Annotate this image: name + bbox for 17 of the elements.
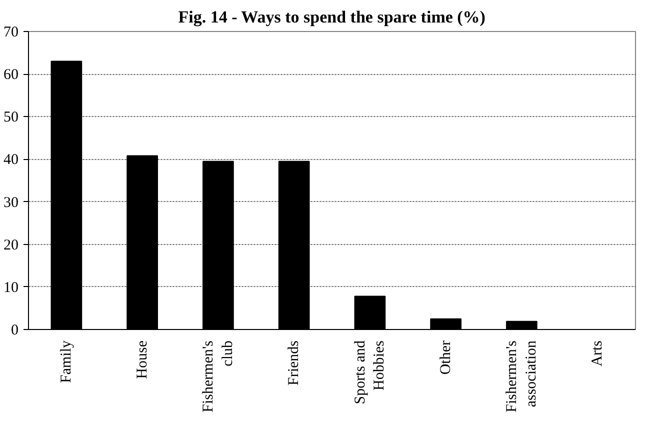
y-tick-label: 10: [4, 280, 18, 296]
x-tick-label: Sports and Hobbies: [352, 340, 388, 404]
y-tick-label: 50: [4, 110, 18, 126]
y-tick-label: 0: [11, 322, 18, 338]
x-tick-label: Fishermen's association: [504, 340, 540, 412]
x-tick-label: Family: [58, 340, 74, 383]
chart-title: Fig. 14 - Ways to spend the spare time (%): [178, 8, 486, 26]
x-tick-label: Other: [438, 340, 454, 375]
y-tick-label: 60: [4, 67, 18, 84]
x-tick-label: Arts: [590, 340, 606, 366]
x-tick-label: Friends: [286, 340, 302, 386]
x-tick-label: Fishermen's club: [200, 340, 236, 412]
y-tick-label: 40: [4, 152, 18, 168]
y-tick-label: 70: [4, 24, 18, 40]
x-tick-label: House: [134, 340, 150, 379]
y-tick-label: 30: [4, 194, 18, 211]
y-tick-label: 20: [4, 237, 18, 254]
